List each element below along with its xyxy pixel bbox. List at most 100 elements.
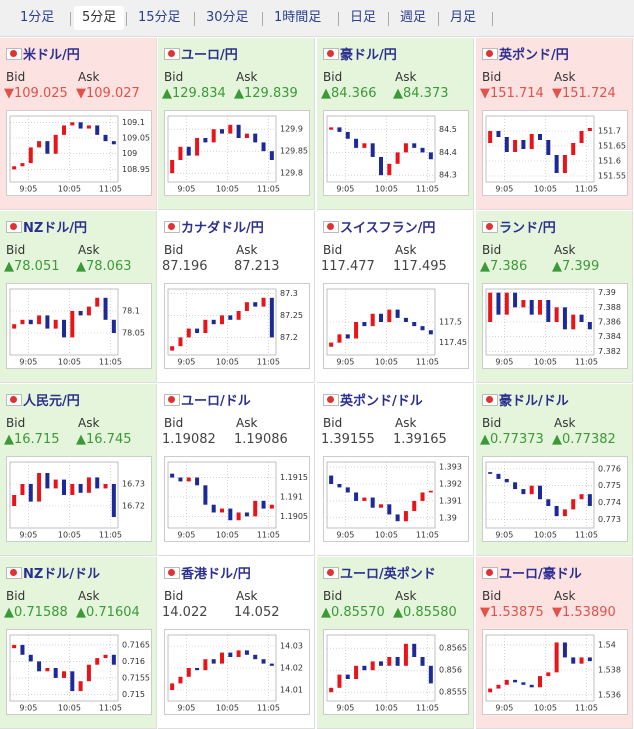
currency-tile[interactable]: 英ポンド/ドル Bid Ask 1.39155 1.39165 1.393 1.392 1.3…	[317, 384, 474, 556]
currency-tile[interactable]: 豪ドル/ドル Bid Ask ▲0.77373 ▲0.77382 0.776 0.775 0.…	[476, 384, 633, 556]
currency-tile[interactable]: スイスフラン/円 Bid Ask 117.477 117.495 117.5 117.45 9…	[317, 211, 474, 383]
candle	[562, 155, 567, 173]
candle	[186, 146, 191, 156]
candle	[412, 500, 417, 512]
candle	[370, 313, 375, 327]
candle	[20, 319, 25, 325]
ask-label: Ask	[236, 243, 258, 257]
candle	[488, 292, 493, 322]
x-tick-label: 10:05	[58, 185, 81, 194]
plot-area	[167, 461, 277, 529]
x-tick-label: 9:05	[177, 185, 195, 194]
candle	[538, 300, 542, 315]
candle	[45, 668, 50, 672]
candle	[86, 477, 91, 493]
separator	[438, 12, 439, 26]
currency-tile[interactable]: NZドル/円 Bid Ask ▲78.051 ▲78.063 78.1 78.05 9:05 1…	[0, 211, 157, 383]
y-tick-label: 0.8565	[439, 644, 467, 653]
mini-chart: 1.1915 1.191 1.1905 9:05 10:05 11:05	[164, 456, 310, 542]
candle	[571, 143, 576, 155]
currency-tile[interactable]: ユーロ/円 Bid Ask ▲129.834 ▲129.839 129.9 129.85 12…	[158, 38, 315, 210]
tab[interactable]: 月足	[450, 10, 477, 25]
currency-tile[interactable]: 豪ドル/円 Bid Ask ▲84.366 ▲84.373 84.5 84.4 84.3 9:0…	[317, 38, 474, 210]
candle	[420, 147, 425, 153]
candle	[504, 292, 509, 315]
chart-box	[164, 283, 310, 369]
tab[interactable]: 日足	[350, 10, 377, 25]
y-tick-label: 84.3	[439, 171, 457, 180]
y-tick-label: 87.2	[280, 333, 298, 342]
mini-chart: 129.9 129.85 129.8 9:05 10:05 11:05	[164, 110, 310, 196]
tab[interactable]: 1分足	[20, 10, 55, 25]
pair-name: 人民元/円	[23, 394, 80, 409]
candle	[496, 684, 501, 689]
candle	[178, 146, 183, 160]
y-tick-label: 0.7165	[122, 640, 150, 649]
candle	[345, 334, 350, 339]
currency-tile[interactable]: NZドル/ドル Bid Ask ▲0.71588 ▲0.71604 0.7165 0.716…	[0, 557, 157, 729]
candle	[28, 319, 33, 325]
currency-tile[interactable]: ユーロ/英ポンド Bid Ask ▲0.85570 ▲0.85580 0.8565 0.85…	[317, 557, 474, 729]
candle	[362, 665, 367, 671]
ask-value: 117.495	[393, 259, 447, 274]
currency-tile[interactable]: 英ポンド/円 Bid Ask ▼151.714 ▼151.724 151.7 151.65 1…	[476, 38, 633, 210]
x-tick-label: 9:05	[495, 704, 513, 713]
candle	[195, 477, 200, 486]
x-tick-label: 11:05	[257, 358, 280, 367]
y-tick-label: 0.776	[598, 464, 621, 473]
candle	[12, 324, 17, 329]
candle	[269, 297, 274, 338]
ask-label: Ask	[395, 416, 417, 430]
flag-icon	[6, 394, 22, 406]
candle	[513, 140, 518, 152]
candle	[488, 688, 493, 693]
y-tick-label: 117.5	[439, 318, 462, 327]
y-tick-label: 151.65	[598, 142, 626, 151]
currency-tile[interactable]: カナダドル/円 Bid Ask 87.196 87.213 87.3 87.25 87.2 9:…	[158, 211, 315, 383]
candle	[379, 661, 383, 666]
candle	[562, 307, 567, 330]
currency-tile[interactable]: ユーロ/ドル Bid Ask 1.19082 1.19086 1.1915 1.191 1.1…	[158, 384, 315, 556]
flag-icon	[6, 48, 22, 60]
candle	[20, 163, 25, 167]
x-tick-label: 9:05	[495, 185, 513, 194]
separator	[70, 12, 71, 26]
currency-tile[interactable]: ランド/円 Bid Ask ▲7.386 ▲7.399 7.39 7.388 7.386 7.3…	[476, 211, 633, 383]
y-tick-label: 117.45	[439, 338, 467, 347]
candle	[521, 489, 526, 495]
tab[interactable]: 15分足	[138, 10, 181, 25]
currency-tile[interactable]: 米ドル/円 Bid Ask ▼109.025 ▼109.027 109.1 109.05 10…	[0, 38, 157, 210]
candle	[178, 337, 183, 347]
bid-label: Bid	[482, 70, 502, 84]
mini-chart: 0.776 0.775 0.774 0.773 9:05 10:05 11:05	[482, 456, 628, 542]
y-tick-label: 1.538	[598, 665, 621, 674]
currency-tile[interactable]: 香港ドル/円 Bid Ask 14.022 14.052 14.03 14.02 14.01 9…	[158, 557, 315, 729]
tab[interactable]: 5分足	[74, 6, 125, 30]
candle	[395, 152, 400, 164]
candle	[504, 679, 509, 685]
candle	[244, 302, 249, 311]
tab[interactable]: 週足	[400, 10, 427, 25]
candle	[62, 319, 66, 338]
currency-tile[interactable]: ユーロ/豪ドル Bid Ask ▼1.53875 ▼1.53890 1.54 1.538 1.…	[476, 557, 633, 729]
candle	[538, 134, 542, 140]
y-tick-label: 16.73	[122, 480, 145, 489]
currency-tile[interactable]: 人民元/円 Bid Ask ▲16.715 ▲16.745 16.73 16.72 9:05 1…	[0, 384, 157, 556]
x-tick-label: 9:05	[336, 531, 354, 540]
x-tick-label: 9:05	[336, 704, 354, 713]
candle	[428, 665, 433, 684]
ask-value: ▲16.745	[76, 432, 132, 447]
x-tick-label: 10:05	[375, 531, 398, 540]
bid-label: Bid	[6, 416, 26, 430]
y-tick-label: 0.775	[598, 481, 621, 490]
y-tick-label: 84.4	[439, 148, 457, 157]
candle	[379, 156, 383, 176]
candle	[62, 479, 66, 495]
x-tick-label: 10:05	[216, 358, 239, 367]
x-tick-label: 10:05	[58, 531, 81, 540]
tab[interactable]: 30分足	[206, 10, 249, 25]
tab[interactable]: 1時間足	[274, 10, 322, 25]
x-tick-label: 10:05	[216, 704, 239, 713]
candle	[236, 650, 241, 657]
